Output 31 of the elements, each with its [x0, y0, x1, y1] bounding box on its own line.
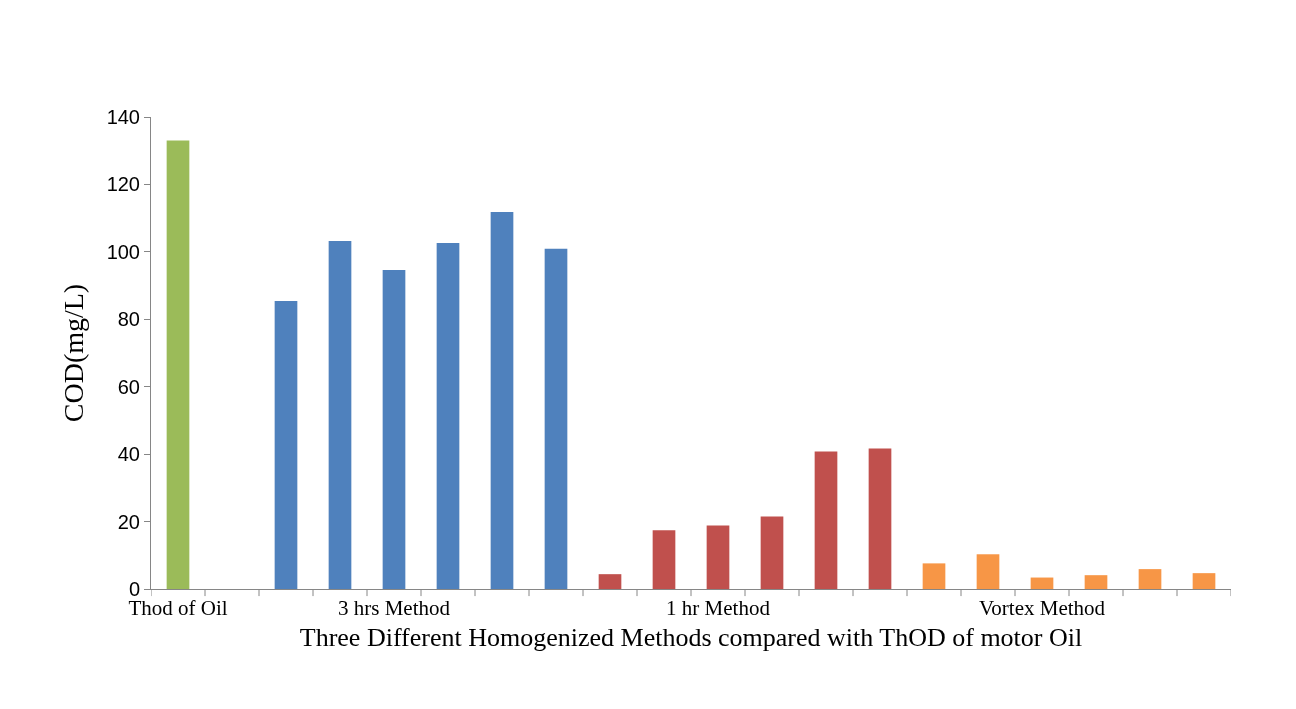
bar — [328, 241, 352, 589]
y-tick-label: 40 — [117, 443, 140, 466]
bar — [436, 243, 460, 589]
x-tick-label: 1 hr Method — [666, 596, 771, 621]
bar — [976, 554, 1000, 589]
bar — [274, 301, 298, 589]
bar — [652, 530, 676, 589]
bar — [922, 563, 946, 589]
bar — [544, 248, 568, 589]
x-axis-title: Three Different Homogenized Methods compared with ThOD of motor Oil — [299, 622, 1083, 652]
bar — [1192, 573, 1216, 589]
bar — [760, 516, 784, 589]
bar — [1030, 577, 1054, 589]
y-tick-label: 80 — [117, 308, 140, 331]
y-tick-label: 120 — [106, 173, 140, 196]
x-tick-label: 3 hrs Method — [338, 596, 451, 621]
bar — [706, 525, 730, 589]
y-tick-label: 60 — [117, 375, 140, 398]
bar — [598, 574, 622, 589]
y-tick-label: 100 — [106, 240, 140, 263]
y-tick-label: 140 — [106, 106, 140, 128]
bar — [868, 448, 892, 589]
bar — [1084, 575, 1108, 589]
bar — [490, 212, 514, 589]
x-tick-label: Vortex Method — [978, 596, 1106, 621]
bar — [166, 140, 190, 589]
bar — [1138, 569, 1162, 589]
bar — [814, 451, 838, 589]
y-axis-title: COD(mg/L) — [58, 283, 90, 423]
y-tick-label: 20 — [117, 510, 140, 533]
bar — [382, 270, 406, 589]
